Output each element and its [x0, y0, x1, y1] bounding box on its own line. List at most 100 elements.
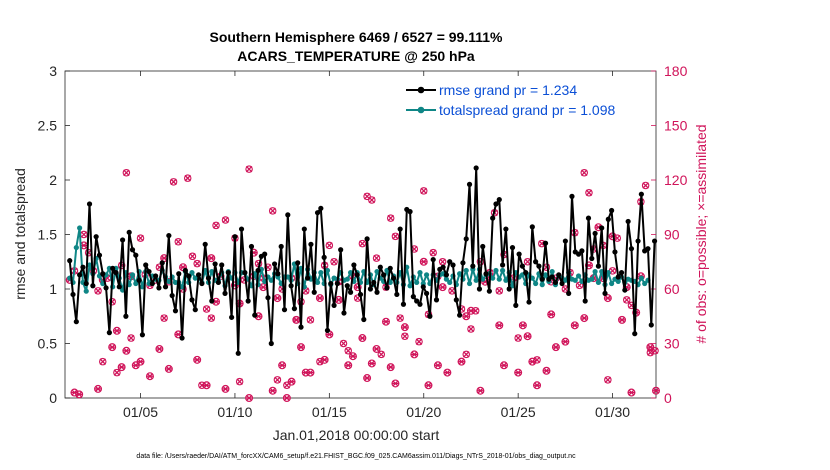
obs-possible-marker	[160, 314, 168, 322]
rmse-point	[470, 263, 476, 269]
y-right-tick-label: 0	[664, 390, 672, 406]
obs-assimilated-cross	[274, 376, 281, 384]
obs-possible-marker	[221, 216, 230, 224]
rmse-point	[506, 286, 512, 292]
obs-point	[419, 257, 428, 266]
totalspread-point	[539, 282, 545, 288]
totalspread-point	[457, 271, 463, 277]
obs-point	[145, 372, 154, 381]
obs-point	[585, 188, 593, 197]
rmse-point	[100, 271, 106, 277]
obs-point	[339, 339, 348, 348]
obs-point	[533, 381, 542, 390]
rmse-point	[268, 340, 274, 347]
obs-possible-marker	[622, 296, 631, 304]
obs-point	[131, 361, 140, 370]
obs-possible-marker	[377, 350, 386, 359]
totalspread-point	[314, 279, 321, 286]
obs-assimilated-cross	[236, 378, 243, 385]
obs-point	[316, 357, 324, 366]
rmse-point	[314, 210, 321, 216]
footnote: data file: /Users/raeder/DAI/ATM_forcXX/…	[136, 453, 576, 460]
totalspread-point	[595, 279, 602, 286]
rmse-point	[536, 263, 542, 269]
rmse-point	[96, 252, 103, 258]
obs-point	[410, 350, 419, 359]
obs-assimilated-cross	[514, 334, 522, 342]
rmse-point	[262, 251, 268, 257]
y-tick-label: 3	[49, 63, 57, 79]
obs-possible-marker	[330, 257, 338, 266]
rmse-point	[278, 243, 284, 250]
obs-possible-marker	[273, 376, 282, 384]
x-tick-label: 01/30	[595, 404, 630, 420]
rmse-point	[493, 201, 499, 207]
totalspread-point	[73, 244, 79, 251]
obs-possible-marker	[99, 357, 107, 366]
totalspread-point	[572, 277, 578, 283]
rmse-point	[308, 241, 314, 247]
rmse-point	[103, 285, 109, 291]
obs-assimilated-cross	[580, 169, 588, 176]
obs-point	[108, 343, 117, 352]
obs-point	[396, 314, 404, 322]
obs-possible-marker	[94, 287, 102, 295]
obs-point	[198, 381, 206, 390]
obs-point	[391, 232, 400, 241]
obs-point	[368, 196, 376, 204]
rmse-point	[595, 263, 602, 269]
rmse-point	[209, 298, 215, 304]
rmse-point	[169, 292, 175, 299]
obs-possible-marker	[122, 168, 131, 177]
rmse-point	[612, 249, 618, 255]
rmse-point	[523, 270, 529, 276]
totalspread-point	[179, 284, 185, 290]
y-right-tick-label: 90	[664, 227, 680, 243]
obs-possible-marker	[306, 316, 315, 324]
obs-possible-marker	[580, 168, 588, 177]
rmse-point	[291, 306, 298, 312]
y-tick-label: 2	[49, 172, 57, 188]
obs-point	[94, 287, 102, 295]
totalspread-point	[133, 280, 139, 287]
rmse-point	[632, 331, 638, 337]
rmse-point	[622, 287, 628, 293]
obs-point	[495, 321, 504, 330]
obs-assimilated-cross	[439, 258, 446, 266]
rmse-point	[635, 238, 641, 244]
obs-point	[306, 368, 315, 377]
rmse-point	[410, 294, 416, 300]
totalspread-point	[592, 268, 598, 275]
obs-point	[495, 287, 504, 295]
totalspread-point	[499, 267, 506, 274]
rmse-point	[589, 255, 595, 262]
obs-assimilated-cross	[127, 334, 135, 342]
obs-point	[580, 168, 588, 177]
obs-assimilated-cross	[160, 314, 168, 322]
rmse-point	[295, 260, 301, 266]
rmse-point	[222, 290, 228, 296]
rmse-point	[189, 297, 195, 303]
obs-point	[99, 357, 107, 366]
obs-point	[122, 168, 131, 177]
obs-point	[386, 214, 395, 222]
obs-possible-marker	[585, 188, 593, 197]
rmse-point	[566, 290, 572, 296]
rmse-point	[460, 260, 466, 266]
rmse-point	[136, 277, 142, 283]
rmse-point	[367, 286, 374, 292]
rmse-point	[407, 209, 413, 215]
totalspread-point	[493, 267, 499, 274]
rmse-point	[146, 268, 152, 275]
rmse-point	[371, 279, 377, 286]
totalspread-point	[642, 280, 648, 287]
totalspread-point	[423, 272, 430, 278]
obs-point	[443, 368, 452, 377]
rmse-point	[357, 291, 364, 298]
rmse-point	[559, 280, 565, 287]
obs-point	[570, 321, 579, 330]
obs-point	[542, 366, 551, 375]
obs-possible-marker	[415, 337, 423, 346]
obs-possible-marker	[471, 307, 480, 315]
